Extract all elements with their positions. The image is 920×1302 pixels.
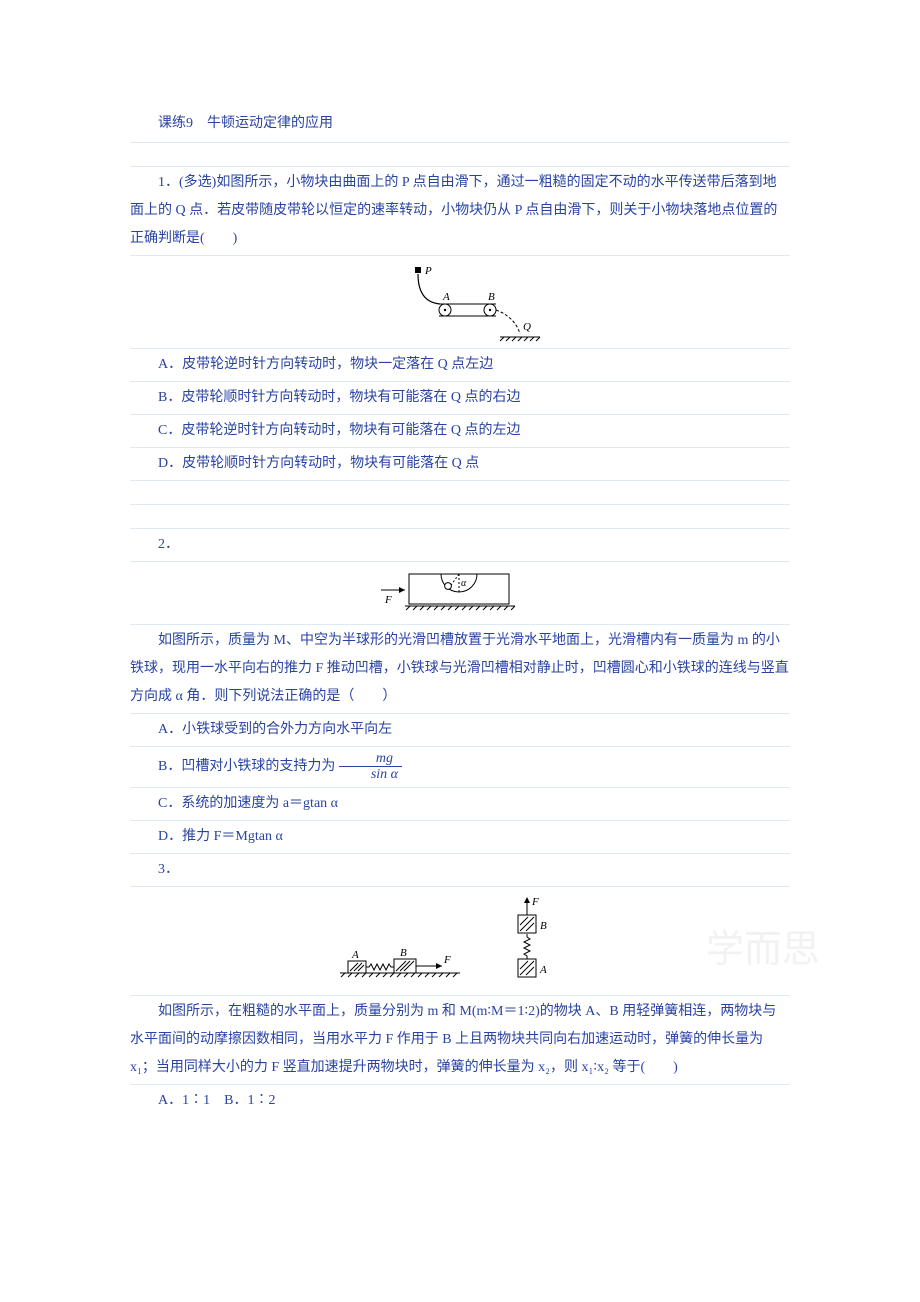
svg-text:A: A xyxy=(539,964,547,976)
q1-option-d: D．皮带轮顺时针方向转动时，物块有可能落在 Q 点 xyxy=(130,450,790,478)
lesson-title: 课练9 牛顿运动定律的应用 xyxy=(130,110,790,142)
q1-option-b: B．皮带轮顺时针方向转动时，物块有可能落在 Q 点的右边 xyxy=(130,384,790,412)
svg-text:α: α xyxy=(461,578,467,589)
q3-num-row: 3． xyxy=(130,853,790,886)
q2-opt-b-row: B．凹槽对小铁球的支持力为 mg sin α xyxy=(130,746,790,787)
q2-option-a: A．小铁球受到的合外力方向水平向左 xyxy=(130,716,790,744)
q1-option-a: A．皮带轮逆时针方向转动时，物块一定落在 Q 点左边 xyxy=(130,351,790,379)
q2-stem: 如图所示，质量为 M、中空为半球形的光滑凹槽放置于光滑水平地面上，光滑槽内有一质… xyxy=(130,627,790,711)
svg-text:Q: Q xyxy=(523,321,531,333)
q1-opt-a-row: A．皮带轮逆时针方向转动时，物块一定落在 Q 点左边 xyxy=(130,348,790,381)
q3-stem-row: 如图所示，在粗糙的水平面上，质量分别为 m 和 M(m∶M＝1∶2)的物块 A、… xyxy=(130,995,790,1084)
q3-options: A．1∶1 B．1∶2 xyxy=(130,1087,790,1115)
svg-text:A: A xyxy=(442,291,450,303)
q1-stem: 1．(多选)如图所示，小物块由曲面上的 P 点自由滑下，通过一粗糙的固定不动的水… xyxy=(130,169,790,253)
svg-text:P: P xyxy=(424,265,432,277)
svg-text:B: B xyxy=(540,920,547,932)
svg-text:F: F xyxy=(531,896,539,908)
fraction-numerator: mg xyxy=(339,751,402,767)
q3-number: 3． xyxy=(130,856,790,884)
rule xyxy=(130,480,790,504)
svg-text:A: A xyxy=(351,949,359,961)
q1-stem-row: 1．(多选)如图所示，小物块由曲面上的 P 点自由滑下，通过一粗糙的固定不动的水… xyxy=(130,166,790,255)
q1-opt-c-row: C．皮带轮逆时针方向转动时，物块有可能落在 Q 点的左边 xyxy=(130,414,790,447)
q3-figure: A B F A B F xyxy=(130,886,790,995)
q2-opt-a-row: A．小铁球受到的合外力方向水平向左 xyxy=(130,713,790,746)
q2-number: 2． xyxy=(130,531,790,559)
q2-option-b: B．凹槽对小铁球的支持力为 mg sin α xyxy=(130,751,790,783)
q1-opt-b-row: B．皮带轮顺时针方向转动时，物块有可能落在 Q 点的右边 xyxy=(130,381,790,414)
svg-text:B: B xyxy=(400,947,407,959)
rule xyxy=(130,504,790,528)
q1-opt-d-row: D．皮带轮顺时针方向转动时，物块有可能落在 Q 点 xyxy=(130,447,790,480)
q2-option-c: C．系统的加速度为 a＝gtan α xyxy=(130,790,790,818)
q3-opts-row: A．1∶1 B．1∶2 xyxy=(130,1084,790,1117)
svg-text:F: F xyxy=(384,594,392,606)
fraction: mg sin α xyxy=(339,751,402,783)
q2-option-b-prefix: B．凹槽对小铁球的支持力为 xyxy=(158,759,335,774)
q2-num-row: 2． xyxy=(130,528,790,561)
q3-stem: 如图所示，在粗糙的水平面上，质量分别为 m 和 M(m∶M＝1∶2)的物块 A、… xyxy=(130,998,790,1082)
q1-option-c: C．皮带轮逆时针方向转动时，物块有可能落在 Q 点的左边 xyxy=(130,417,790,445)
svg-text:F: F xyxy=(443,954,451,966)
q2-figure: F α xyxy=(130,561,790,624)
q2-stem-row: 如图所示，质量为 M、中空为半球形的光滑凹槽放置于光滑水平地面上，光滑槽内有一质… xyxy=(130,624,790,713)
q2-opt-d-row: D．推力 F＝Mgtan α xyxy=(130,820,790,853)
q2-opt-c-row: C．系统的加速度为 a＝gtan α xyxy=(130,787,790,820)
rule xyxy=(130,142,790,166)
watermark: 学而思 xyxy=(706,912,820,988)
q2-option-d: D．推力 F＝Mgtan α xyxy=(130,823,790,851)
q1-figure: P A B Q xyxy=(130,255,790,348)
svg-text:B: B xyxy=(488,291,495,303)
fraction-denominator: sin α xyxy=(339,767,402,782)
